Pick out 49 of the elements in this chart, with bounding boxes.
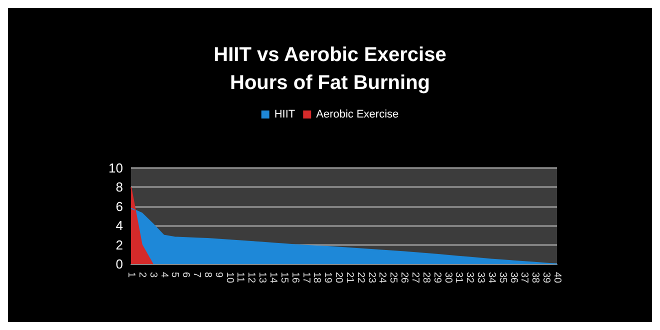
legend-label: Aerobic Exercise [316, 108, 399, 120]
x-tick-label: 16 [289, 272, 300, 284]
x-tick-label: 19 [322, 272, 334, 284]
x-tick-label: 30 [442, 272, 454, 284]
x-tick-label: 24 [376, 272, 388, 284]
x-tick-label: 27 [410, 272, 420, 284]
x-tick-label: 37 [518, 272, 530, 284]
x-tick-label: 31 [453, 272, 464, 284]
x-tick-label: 36 [508, 272, 519, 284]
x-tick-label: 7 [191, 272, 202, 278]
legend-label: HIIT [274, 108, 296, 120]
chart-title: HIIT vs Aerobic Exercise Hours of Fat Burning [214, 44, 446, 94]
x-tick-label: 5 [169, 272, 180, 278]
x-tick-label: 28 [420, 272, 432, 284]
x-tick-label: 3 [147, 272, 158, 278]
y-tick-label: 2 [116, 237, 123, 252]
x-tick-label: 22 [354, 272, 366, 284]
x-tick-label: 4 [158, 272, 170, 278]
x-tick-label: 12 [246, 272, 257, 284]
x-tick-label: 33 [475, 272, 486, 284]
x-tick-label: 39 [540, 272, 552, 284]
x-tick-label: 25 [388, 272, 399, 284]
x-tick-label: 26 [398, 272, 410, 284]
x-tick-label: 11 [234, 272, 246, 283]
x-tick-label: 21 [344, 272, 355, 284]
y-tick-label: 0 [116, 256, 123, 272]
x-tick-label: 35 [496, 272, 508, 284]
x-tick-label: 34 [486, 272, 497, 284]
y-tick-label: 6 [116, 198, 123, 214]
x-tick-label: 23 [366, 272, 377, 284]
x-tick-label: 9 [212, 272, 224, 278]
x-tick-label: 6 [180, 272, 192, 278]
x-tick-label: 17 [300, 272, 312, 284]
x-tick-label: 15 [278, 272, 290, 284]
x-tick-label: 14 [268, 272, 278, 284]
x-tick-label: 10 [224, 272, 235, 284]
x-tick-label: 1 [126, 272, 136, 278]
x-tick-label: 18 [311, 272, 322, 284]
x-tick-label: 8 [202, 272, 213, 278]
x-tick-label: 29 [431, 272, 442, 284]
x-tick-label: 13 [256, 272, 268, 284]
x-tick-label: 38 [530, 272, 541, 284]
y-tick-label: 4 [116, 218, 123, 234]
x-tick-label: 2 [136, 272, 148, 278]
x-tick-label: 32 [464, 272, 476, 284]
x-tick-label: 20 [333, 272, 344, 284]
y-tick-label: 8 [116, 180, 123, 195]
y-tick-label: 10 [108, 160, 123, 176]
x-tick-label: 40 [552, 272, 562, 284]
